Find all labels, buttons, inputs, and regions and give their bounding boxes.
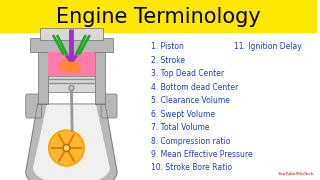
Polygon shape [34,104,109,180]
Text: 8. Compression ratio: 8. Compression ratio [151,136,230,145]
Circle shape [68,58,76,66]
Circle shape [60,60,71,72]
Text: 6. Swept Volume: 6. Swept Volume [151,109,215,118]
Text: Engine Terminology: Engine Terminology [56,7,261,27]
Text: 7. Total Volume: 7. Total Volume [151,123,209,132]
FancyBboxPatch shape [26,94,42,118]
Circle shape [69,86,74,91]
Circle shape [70,87,73,89]
Text: 9. Mean Effective Pressure: 9. Mean Effective Pressure [151,150,252,159]
FancyBboxPatch shape [95,52,105,104]
Text: 2. Stroke: 2. Stroke [151,55,185,64]
Circle shape [70,63,80,73]
Circle shape [49,130,84,166]
FancyBboxPatch shape [38,52,48,104]
Circle shape [64,146,68,150]
FancyBboxPatch shape [40,28,103,40]
FancyBboxPatch shape [48,76,95,92]
Polygon shape [26,104,117,180]
Text: 3. Top Dead Center: 3. Top Dead Center [151,69,224,78]
FancyBboxPatch shape [0,0,317,33]
Circle shape [63,145,70,152]
Circle shape [51,132,82,164]
Text: YouTube/EloTech: YouTube/EloTech [278,172,313,176]
FancyBboxPatch shape [30,38,113,52]
Text: 5. Clearance Volume: 5. Clearance Volume [151,96,230,105]
Text: 11. Ignition Delay: 11. Ignition Delay [234,42,302,51]
Text: 10. Stroke Bore Ratio: 10. Stroke Bore Ratio [151,163,232,172]
FancyBboxPatch shape [48,52,95,76]
FancyBboxPatch shape [101,94,117,118]
Text: 1. Piston: 1. Piston [151,42,184,51]
Polygon shape [66,56,77,61]
Text: 4. Bottom dead Center: 4. Bottom dead Center [151,82,238,91]
